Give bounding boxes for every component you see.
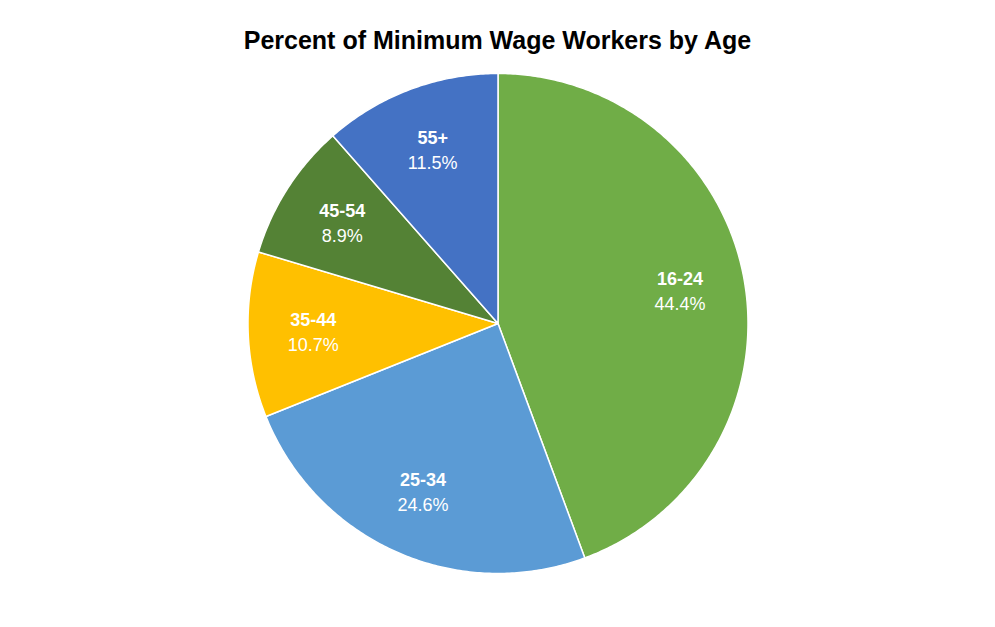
svg-text:10.7%: 10.7% (288, 335, 339, 355)
svg-text:55+: 55+ (417, 128, 448, 148)
svg-text:45-54: 45-54 (319, 201, 365, 221)
html-text:Percent of Minimum Wage Worker: Percent of Minimum Wage Workers by Age (243, 26, 752, 54)
svg-text:8.9%: 8.9% (322, 226, 363, 246)
svg-text:16-24: 16-24 (657, 269, 703, 289)
svg-text:24.6%: 24.6% (397, 495, 448, 515)
svg-text:25-34: 25-34 (400, 470, 446, 490)
svg-text:11.5%: 11.5% (408, 153, 458, 173)
svg-text:44.4%: 44.4% (655, 294, 706, 314)
svg-text:35-44: 35-44 (290, 310, 336, 330)
